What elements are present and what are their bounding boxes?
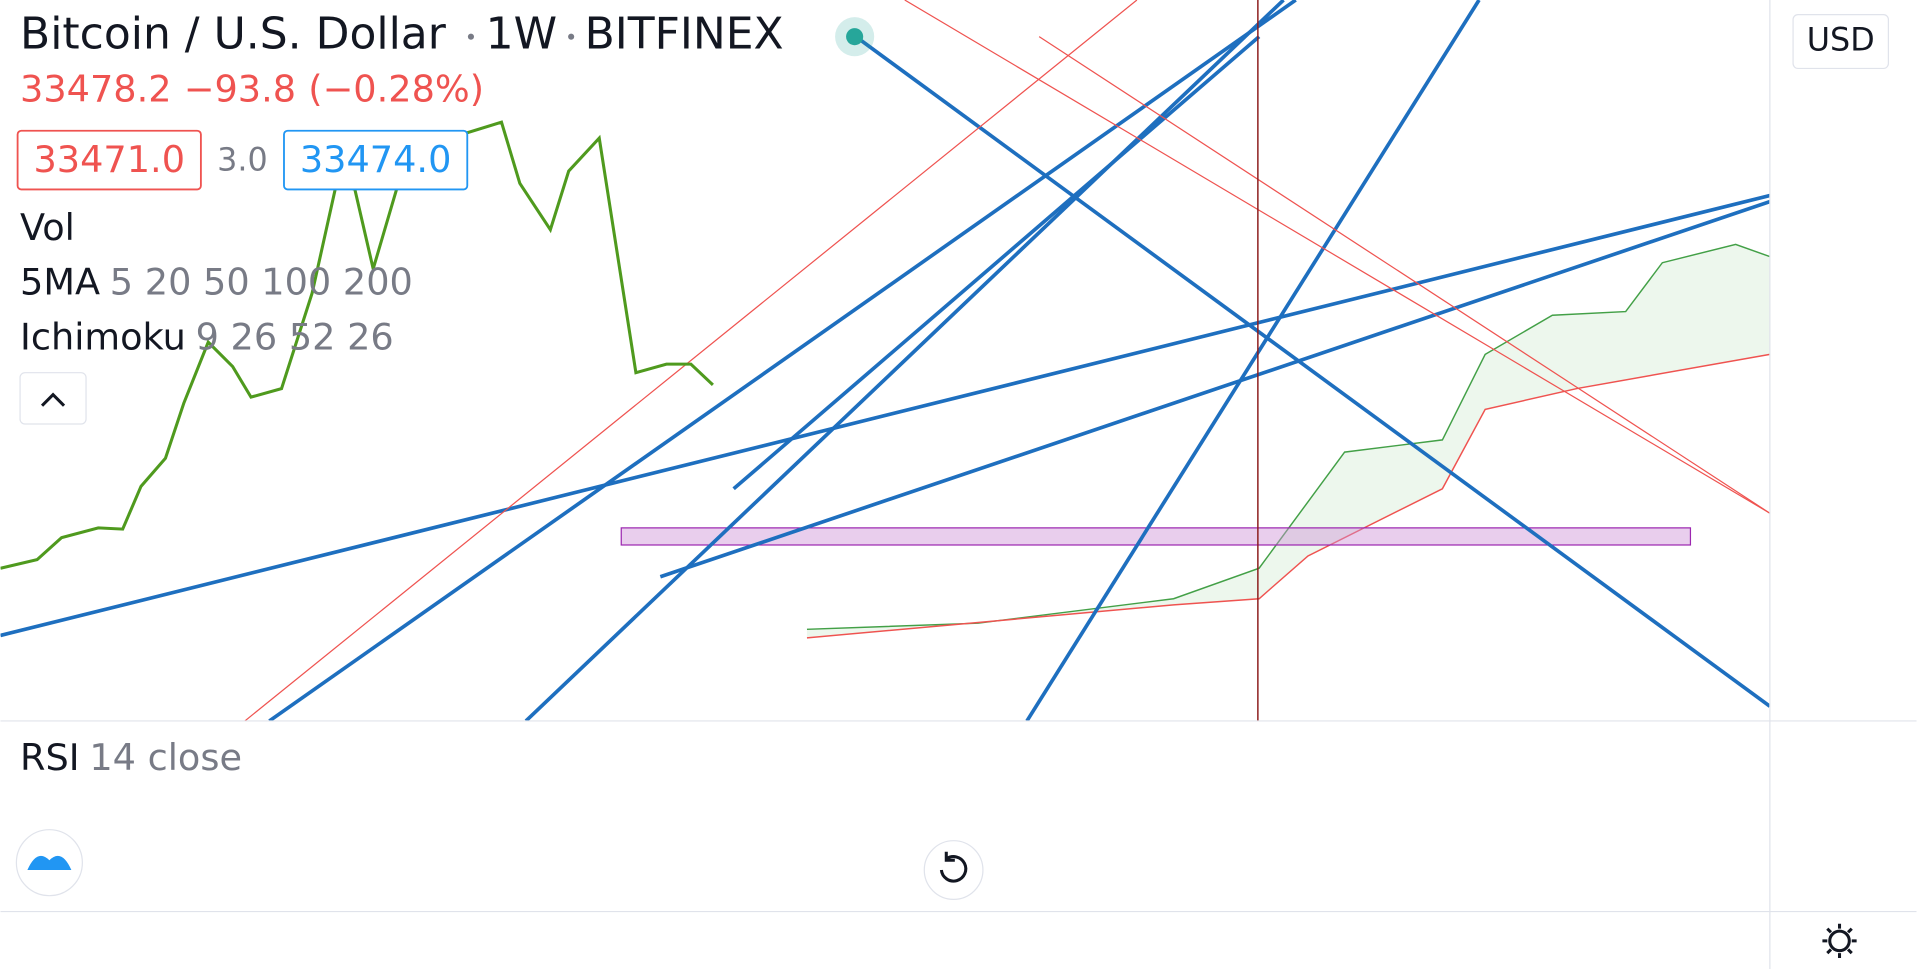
- handle-dot: [846, 28, 864, 46]
- ma: 5MA: [20, 260, 100, 303]
- change-pct: (−0.28%): [308, 67, 484, 110]
- rsi-label: RSI 14 close: [20, 735, 242, 778]
- bid-box[interactable]: [16, 129, 202, 191]
- replay-icon: [939, 851, 968, 883]
- currency-button[interactable]: [1792, 14, 1890, 70]
- last: 33478.2: [20, 67, 172, 110]
- ichimoku-params: 9 26 52 26: [196, 315, 394, 358]
- price-line: 33478.2 −93.8 (−0.28%): [20, 67, 484, 110]
- zone: [620, 527, 1692, 546]
- ichimoku: Ichimoku: [20, 315, 186, 358]
- ichimoku-span-a: [806, 243, 1770, 631]
- trend-lines: [0, 0, 1770, 721]
- replay-button[interactable]: [923, 840, 984, 900]
- interval: 1W: [486, 9, 557, 60]
- fib-lines: [244, 0, 1770, 721]
- rsi: RSI: [20, 735, 80, 778]
- bid: 33471.0: [33, 138, 185, 181]
- currency: USD: [1807, 23, 1875, 59]
- symbol: Bitcoin / U.S. Dollar: [20, 9, 447, 60]
- logo: [27, 855, 72, 871]
- ichimoku-span-b: [806, 353, 1770, 639]
- header: Bitcoin / U.S. Dollar 1W BITFINEX 33478.…: [15, 9, 1890, 959]
- change: −93.8: [184, 67, 296, 110]
- exchange: BITFINEX: [585, 9, 784, 60]
- ichimoku-cloud: [806, 244, 1770, 638]
- ma-params: 5 20 50 100 200: [110, 260, 413, 303]
- ask-box[interactable]: [283, 129, 469, 191]
- ma-label: 5MA 5 20 50 100 200: [20, 260, 413, 303]
- separator: [467, 33, 474, 40]
- collapse-button[interactable]: [19, 372, 87, 425]
- vol-label: Vol: [20, 206, 75, 249]
- ask: 33474.0: [300, 138, 452, 181]
- separator: [568, 33, 575, 40]
- settings-icon[interactable]: [1828, 929, 1851, 953]
- drawings: [0, 0, 1770, 721]
- spread: 3.0: [217, 142, 268, 178]
- chevron: [40, 392, 66, 407]
- rsi-params: 14 close: [89, 735, 242, 778]
- ichimoku-label: Ichimoku 9 26 52 26: [20, 315, 394, 358]
- settings-rays: [1822, 923, 1857, 959]
